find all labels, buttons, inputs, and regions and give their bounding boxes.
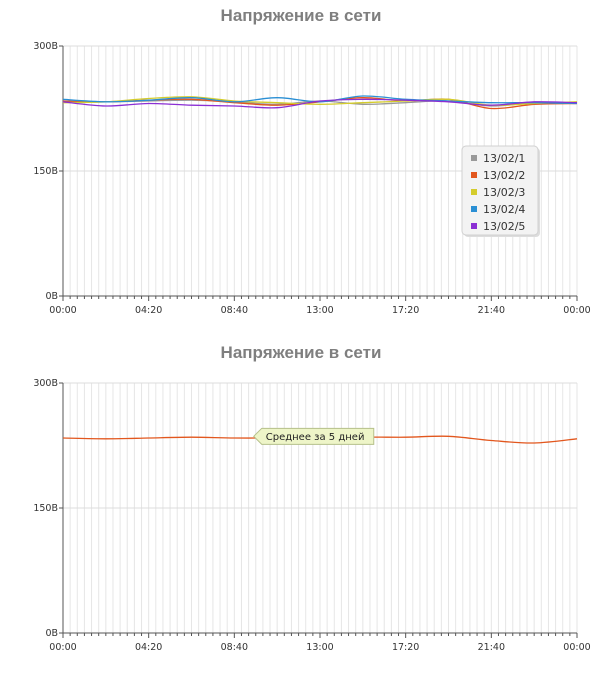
x-tick-label: 13:00 (306, 305, 333, 316)
tooltip-text: Среднее за 5 дней (266, 432, 365, 443)
y-tick-label: 150В (33, 503, 58, 514)
x-tick-label: 08:40 (221, 642, 248, 653)
x-tick-label: 04:20 (135, 305, 162, 316)
grid-lines (63, 45, 578, 296)
y-tick-label: 300В (33, 41, 58, 52)
chart-1: Напряжение в сети 300В 150В 0В 00:00 04:20 08:… (33, 6, 590, 316)
legend-label: 13/02/5 (483, 220, 525, 233)
legend-marker (471, 189, 477, 195)
x-tick-label: 00:00 (49, 642, 76, 653)
y-tick-label: 0В (45, 291, 58, 302)
legend-marker (471, 155, 477, 161)
x-tick-label: 21:40 (478, 305, 505, 316)
x-tick-label: 00:00 (563, 642, 590, 653)
grid-lines (63, 382, 578, 633)
chart-2: Напряжение в сети 300В 150В 0В 00:00 04:20 08:… (33, 343, 590, 653)
legend-box (461, 145, 539, 236)
legend-marker (471, 223, 477, 229)
x-tick-label: 08:40 (221, 305, 248, 316)
y-tick-label: 0В (45, 628, 58, 639)
y-tick-label: 150В (33, 166, 58, 177)
x-tick-label: 21:40 (478, 642, 505, 653)
y-tick-label: 300В (33, 378, 58, 389)
x-tick-label: 17:20 (392, 305, 419, 316)
legend-label: 13/02/3 (483, 186, 525, 199)
tooltip: Среднее за 5 дней (253, 427, 375, 445)
legend: 13/02/1 13/02/2 13/02/3 13/02/4 13/02/5 (461, 145, 540, 237)
series-line-4 (62, 95, 578, 105)
x-tick-label: 17:20 (392, 642, 419, 653)
chart-title: Напряжение в сети (221, 6, 382, 25)
chart-title: Напряжение в сети (221, 343, 382, 362)
series-line-5 (62, 98, 578, 109)
x-tick-label: 04:20 (135, 642, 162, 653)
x-tick-label: 00:00 (49, 305, 76, 316)
legend-label: 13/02/4 (483, 203, 525, 216)
x-tick-label: 00:00 (563, 305, 590, 316)
legend-marker (471, 172, 477, 178)
legend-label: 13/02/1 (483, 152, 525, 165)
legend-label: 13/02/2 (483, 169, 525, 182)
x-tick-label: 13:00 (306, 642, 333, 653)
legend-marker (471, 206, 477, 212)
tooltip-box (253, 427, 375, 445)
